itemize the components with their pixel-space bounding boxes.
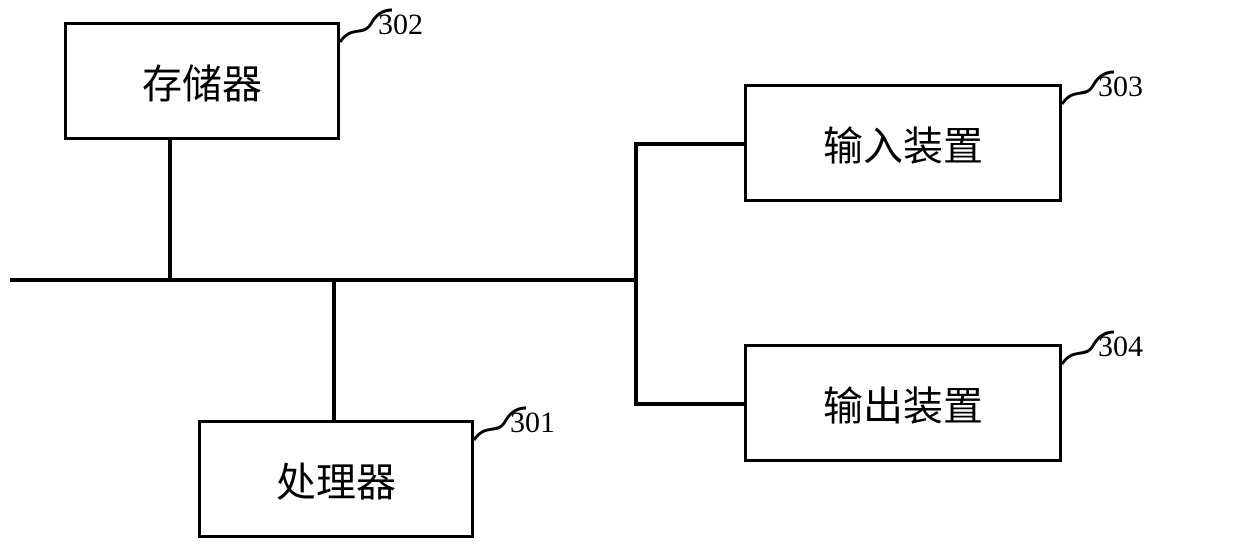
connector-right-vertical	[634, 144, 638, 406]
ref-memory: 302	[378, 8, 423, 42]
connector-output	[634, 402, 746, 406]
node-output-label: 输出装置	[823, 374, 983, 432]
node-processor-label: 处理器	[276, 450, 396, 508]
node-input: 输入装置	[744, 84, 1062, 202]
connector-memory	[168, 140, 172, 280]
ref-processor: 301	[510, 406, 555, 440]
node-memory-label: 存储器	[142, 52, 262, 110]
bus-line	[10, 278, 636, 282]
node-memory: 存储器	[64, 22, 340, 140]
connector-processor	[332, 278, 336, 422]
ref-input: 303	[1098, 70, 1143, 104]
diagram-canvas: 存储器 处理器 输入装置 输出装置 302 301 303 304	[0, 0, 1240, 554]
connector-input	[634, 142, 746, 146]
node-input-label: 输入装置	[823, 114, 983, 172]
node-output: 输出装置	[744, 344, 1062, 462]
node-processor: 处理器	[198, 420, 474, 538]
ref-output: 304	[1098, 330, 1143, 364]
